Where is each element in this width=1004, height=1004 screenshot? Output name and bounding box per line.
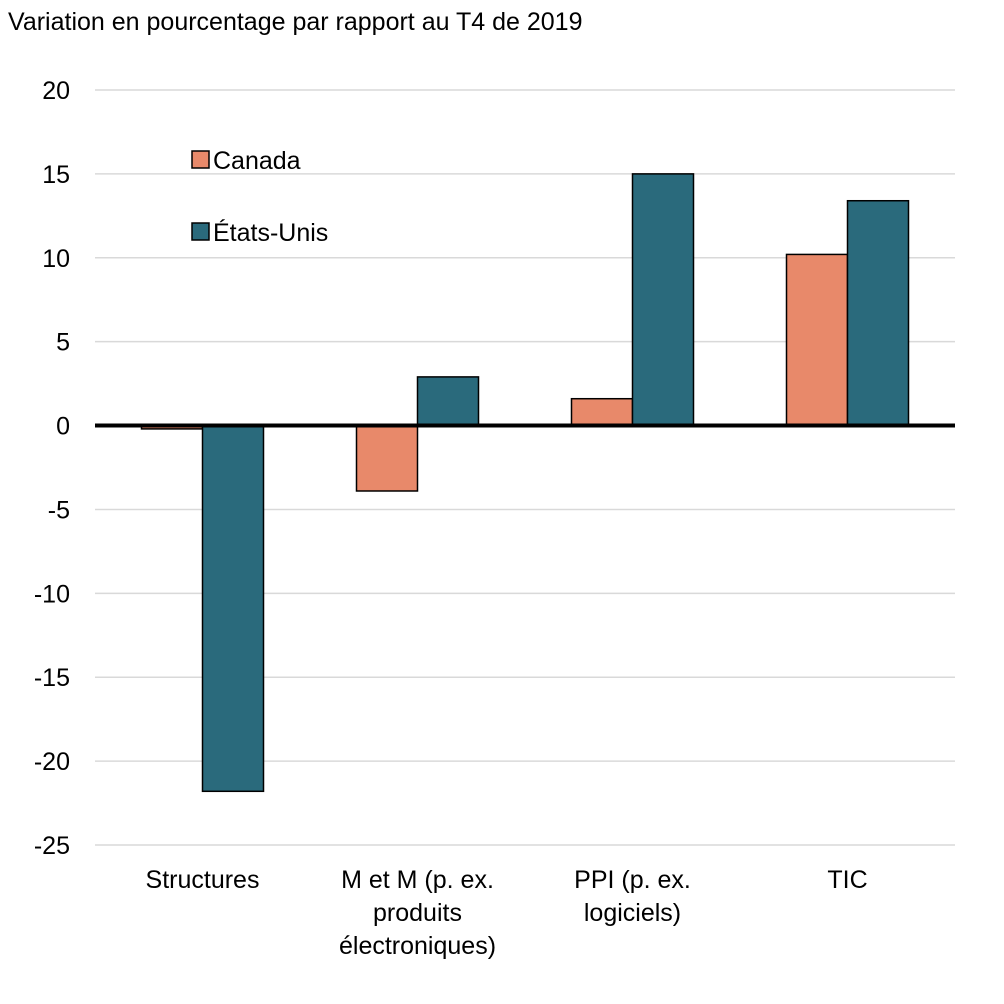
y-tick-label: 0	[56, 413, 70, 441]
y-tick-label: -25	[34, 832, 70, 860]
y-tick-label: 10	[42, 245, 70, 273]
x-category-label: M et M (p. ex. produits électroniques)	[339, 866, 496, 960]
y-axis: 20 15 10 5 0 -5 -10 -15 -20 -25	[34, 77, 70, 860]
x-category-label: PPI (p. ex. logiciels)	[574, 866, 691, 927]
bar-etats-unis	[631, 173, 695, 427]
bar-etats-unis	[416, 376, 480, 427]
x-category-label: Structures	[146, 866, 260, 894]
bar-canada	[785, 253, 849, 427]
y-tick-label: -15	[34, 664, 70, 692]
bar-etats-unis	[201, 424, 265, 793]
bar-etats-unis	[846, 199, 910, 427]
legend-swatch	[191, 222, 210, 241]
y-tick-label: 5	[56, 329, 70, 357]
y-tick-label: 15	[42, 161, 70, 189]
bars	[140, 173, 910, 793]
legend: Canada États-Unis	[191, 147, 328, 247]
x-axis-labels: Structures M et M (p. ex. produits électron…	[146, 866, 868, 960]
y-tick-label: 20	[42, 77, 70, 105]
y-tick-label: -5	[48, 496, 70, 524]
legend-label: Canada	[213, 147, 301, 175]
legend-swatch	[191, 150, 210, 169]
bar-canada	[570, 397, 634, 427]
legend-label: États-Unis	[213, 218, 328, 247]
y-tick-label: -10	[34, 580, 70, 608]
x-category-label: TIC	[827, 866, 867, 894]
chart-title: Variation en pourcentage par rapport au …	[8, 8, 583, 36]
y-tick-label: -20	[34, 748, 70, 776]
bar-canada	[355, 424, 419, 492]
